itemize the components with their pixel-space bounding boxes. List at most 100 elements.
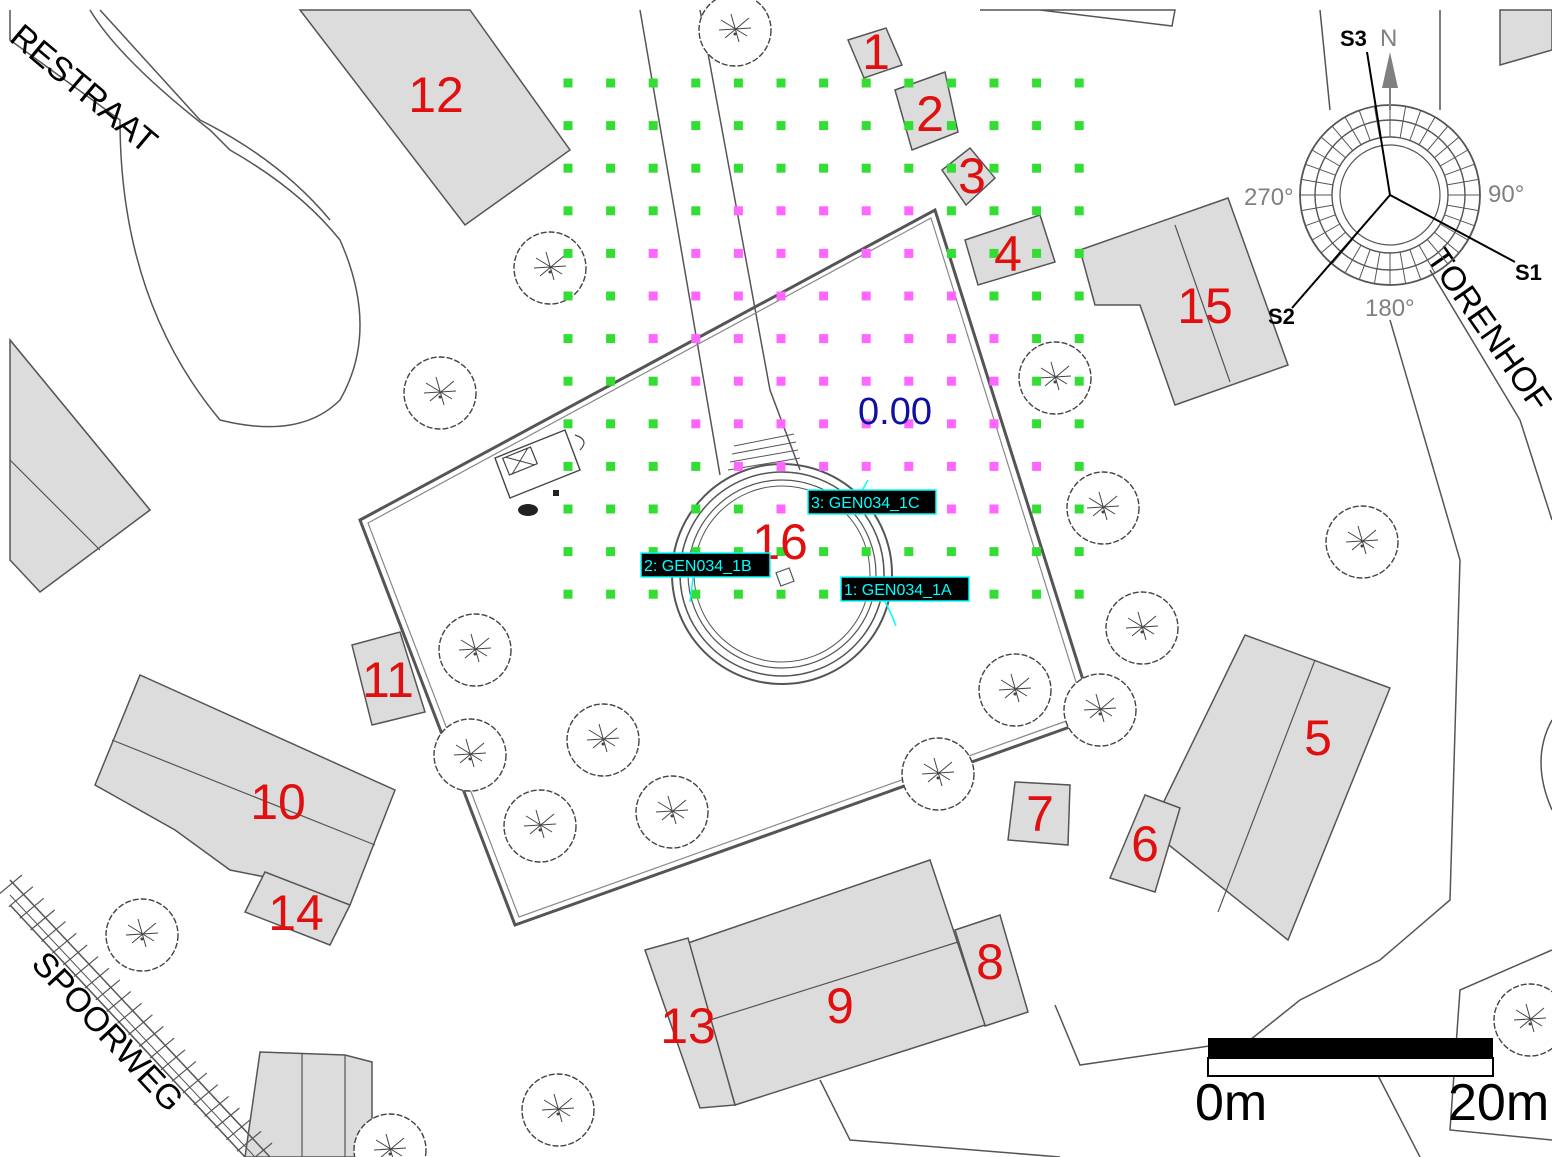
grid-point	[606, 206, 616, 216]
grid-point	[904, 78, 914, 88]
scale-end: 20m	[1448, 1074, 1549, 1132]
grid-point	[606, 163, 616, 173]
grid-point	[1074, 291, 1084, 301]
grid-point	[776, 419, 786, 429]
building-number-3: 3	[958, 148, 986, 204]
grid-point	[1074, 248, 1084, 258]
grid-point	[989, 419, 999, 429]
grid-point	[691, 504, 701, 514]
grid-point	[904, 121, 914, 131]
grid-point	[819, 461, 829, 471]
grid-point	[819, 206, 829, 216]
grid-point	[606, 547, 616, 557]
building-13	[644, 937, 736, 1109]
building-number-7: 7	[1026, 786, 1054, 842]
grid-point	[1074, 163, 1084, 173]
grid-point	[861, 248, 871, 258]
grid-point	[606, 291, 616, 301]
building-number-10: 10	[250, 774, 306, 830]
grid-point	[733, 121, 743, 131]
grid-point	[648, 461, 658, 471]
grid-point	[606, 504, 616, 514]
grid-point	[946, 206, 956, 216]
grid-point	[861, 121, 871, 131]
building-10	[94, 673, 396, 906]
grid-point	[776, 291, 786, 301]
sun-direction-s1: S1	[1515, 260, 1542, 285]
grid-point	[819, 547, 829, 557]
grid-point	[989, 547, 999, 557]
generator-labels: 3: GEN034_1C 2: GEN034_1B 1: GEN034_1A	[640, 479, 970, 627]
grid-point	[1032, 419, 1042, 429]
grid-point	[648, 419, 658, 429]
building-1	[846, 27, 904, 79]
grid-point	[776, 376, 786, 386]
building-number-1: 1	[862, 24, 890, 80]
grid-point	[606, 121, 616, 131]
street-name-spoorweg: SPOORWEG	[24, 945, 191, 1120]
grid-point	[776, 121, 786, 131]
grid-point	[691, 291, 701, 301]
grid-point	[691, 461, 701, 471]
grid-point	[563, 376, 573, 386]
tree-icon	[1063, 673, 1137, 747]
grid-value: 0.00	[858, 391, 932, 433]
grid-point	[1074, 589, 1084, 599]
grid-point	[861, 163, 871, 173]
tree-icon	[698, 0, 772, 67]
grid-point	[691, 334, 701, 344]
grid-point	[946, 248, 956, 258]
grid-point	[1032, 248, 1042, 258]
building-5	[1149, 634, 1391, 942]
grid-point	[819, 121, 829, 131]
buildings	[9, 9, 1391, 1157]
grid-point	[946, 461, 956, 471]
grid-point	[946, 547, 956, 557]
grid-point	[989, 121, 999, 131]
grid-point	[563, 78, 573, 88]
grid-point	[989, 206, 999, 216]
grid-point	[861, 461, 871, 471]
grid-point	[691, 419, 701, 429]
grid-point	[904, 547, 914, 557]
grid-point	[861, 206, 871, 216]
building-number-12: 12	[408, 67, 464, 123]
building-number-8: 8	[976, 934, 1004, 990]
building-11	[351, 631, 426, 726]
grid-point	[563, 504, 573, 514]
grid-point	[904, 248, 914, 258]
grid-point	[691, 248, 701, 258]
tree-icon	[513, 231, 587, 305]
building-12	[298, 9, 572, 227]
grid-point	[648, 334, 658, 344]
grid-point	[1032, 163, 1042, 173]
grid-point	[819, 78, 829, 88]
grid-point	[733, 248, 743, 258]
tree-icon	[503, 789, 577, 863]
grid-point	[819, 248, 829, 258]
grid-point	[1074, 547, 1084, 557]
grid-point	[733, 419, 743, 429]
grid-point	[648, 206, 658, 216]
grid-point	[989, 504, 999, 514]
grid-point	[733, 78, 743, 88]
grid-point	[563, 461, 573, 471]
tree-icon	[1325, 505, 1399, 579]
grid-point	[691, 163, 701, 173]
grid-point	[989, 163, 999, 173]
grid-point	[691, 78, 701, 88]
north-arrow-icon	[1382, 52, 1398, 88]
grid-point	[989, 334, 999, 344]
grid-point	[989, 248, 999, 258]
grid-point	[648, 504, 658, 514]
grid-point	[733, 206, 743, 216]
compass-north: N	[1380, 25, 1397, 52]
grid-point	[819, 419, 829, 429]
grid-point	[563, 248, 573, 258]
grid-point	[904, 461, 914, 471]
building-number-13: 13	[660, 998, 716, 1054]
building-number-14: 14	[268, 885, 324, 941]
grid-point	[1074, 78, 1084, 88]
building-number-9: 9	[826, 978, 854, 1034]
grid-point	[1032, 121, 1042, 131]
